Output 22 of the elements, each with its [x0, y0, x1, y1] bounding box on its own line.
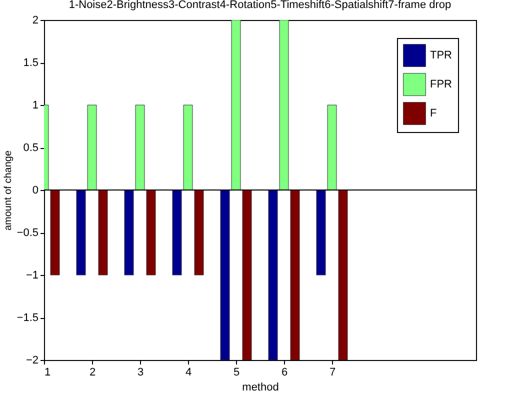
y-tick-label: −2	[26, 354, 38, 366]
x-axis-title: method	[242, 382, 279, 394]
x-tick-label: 3	[137, 366, 144, 378]
y-tick-label: 1.5	[23, 57, 38, 69]
x-tick-label: 2	[89, 366, 96, 378]
x-tick-label: 4	[185, 366, 192, 378]
y-axis-title: amount of change	[2, 150, 14, 231]
y-tick-label: 0	[32, 184, 38, 196]
legend-label: FPR	[430, 78, 452, 90]
y-tick-label: 0.5	[23, 142, 38, 154]
x-tick-label: 1	[44, 366, 51, 378]
y-tick-label: −1.5	[16, 312, 38, 324]
chart-title: 1-Noise2-Brightness3-Contrast4-Rotation5-Timeshift6-Spatialshift7-frame drop	[68, 0, 452, 11]
y-tick-label: −0.5	[16, 227, 38, 239]
x-tick-label: 5	[233, 366, 240, 378]
x-tick-label: 6	[281, 366, 288, 378]
y-tick-label: 1	[32, 100, 38, 112]
legend-label: TPR	[430, 50, 452, 62]
x-tick-label: 7	[329, 366, 336, 378]
y-tick-label: 2	[32, 14, 38, 26]
legend-label: F	[430, 108, 437, 120]
y-tick-label: −1	[26, 270, 38, 282]
